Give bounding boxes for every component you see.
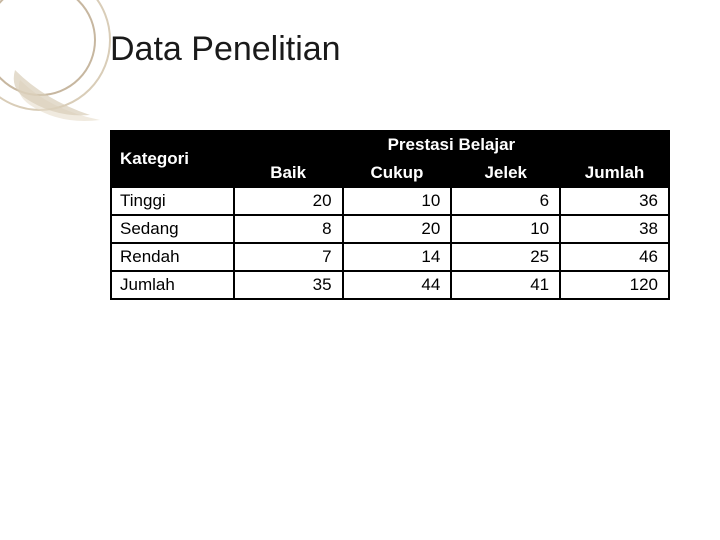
table-row: Jumlah 35 44 41 120 [111,271,669,299]
col-header-jelek: Jelek [451,159,560,187]
cell: 36 [560,187,669,215]
row-label: Rendah [111,243,234,271]
col-header-jumlah: Jumlah [560,159,669,187]
cell: 14 [343,243,452,271]
row-label: Jumlah [111,271,234,299]
cell: 120 [560,271,669,299]
cell: 10 [343,187,452,215]
cell: 38 [560,215,669,243]
cell: 35 [234,271,343,299]
row-label: Sedang [111,215,234,243]
slide-title: Data Penelitian [110,30,341,69]
table-row: Sedang 8 20 10 38 [111,215,669,243]
row-label: Tinggi [111,187,234,215]
cell: 7 [234,243,343,271]
cell: 20 [234,187,343,215]
cell: 20 [343,215,452,243]
cell: 25 [451,243,560,271]
table-row: Rendah 7 14 25 46 [111,243,669,271]
col-header-cukup: Cukup [343,159,452,187]
cell: 6 [451,187,560,215]
table-row: Tinggi 20 10 6 36 [111,187,669,215]
cell: 44 [343,271,452,299]
cell: 46 [560,243,669,271]
data-table-container: Kategori Prestasi Belajar Baik Cukup Jel… [110,130,670,300]
cell: 10 [451,215,560,243]
col-header-kategori: Kategori [111,131,234,187]
col-header-baik: Baik [234,159,343,187]
col-header-merged: Prestasi Belajar [234,131,669,159]
cell: 41 [451,271,560,299]
cell: 8 [234,215,343,243]
data-table: Kategori Prestasi Belajar Baik Cukup Jel… [110,130,670,300]
